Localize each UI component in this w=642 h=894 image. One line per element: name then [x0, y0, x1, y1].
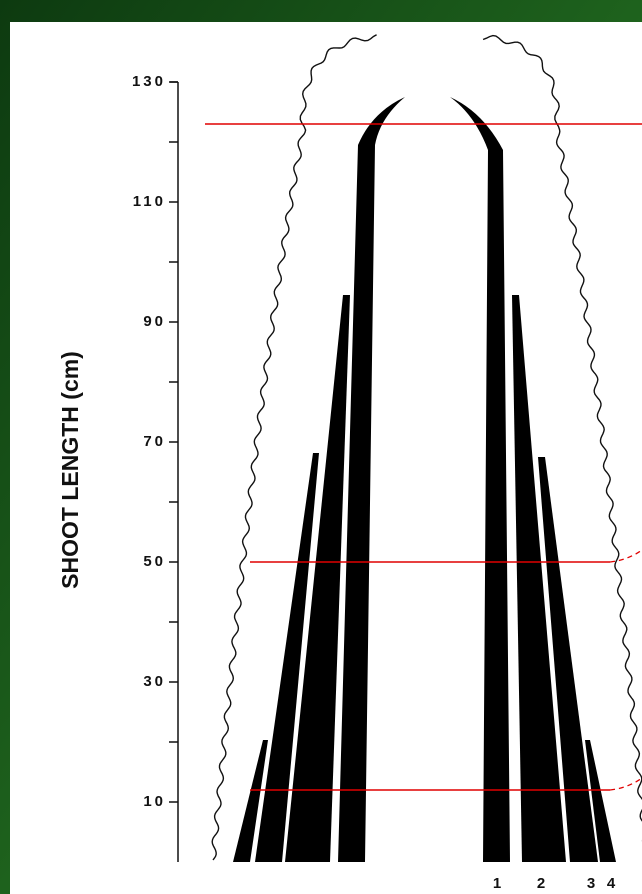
- y-tick-label: 10: [143, 793, 166, 810]
- outline-left: [211, 34, 377, 861]
- y-tick-label: 130: [132, 73, 166, 90]
- strips: [233, 97, 616, 862]
- strip-4-left: [233, 740, 268, 862]
- y-tick-label: 50: [143, 553, 166, 570]
- y-axis-label: SHOOT LENGTH (cm): [57, 351, 83, 589]
- y-tick-label: 110: [133, 193, 166, 210]
- leaf-label: 1: [493, 875, 501, 892]
- reference-dash: [609, 777, 642, 791]
- strip-1-right: [450, 97, 510, 862]
- strip-1-left: [338, 97, 405, 862]
- strip-3-left: [255, 453, 319, 862]
- strip-2-left: [285, 295, 350, 862]
- strip-4-right: [585, 740, 616, 862]
- strip-3-right: [538, 457, 598, 862]
- leaf-label: 2: [537, 875, 545, 892]
- y-tick-label: 70: [143, 433, 166, 450]
- outline-right: [482, 34, 642, 843]
- leaf-label: 4: [607, 875, 616, 892]
- y-tick-label: 90: [143, 313, 166, 330]
- reference-dash: [609, 549, 642, 563]
- strip-2-right: [512, 295, 566, 862]
- y-tick-label: 30: [143, 673, 166, 690]
- leaf-label: 3: [587, 875, 595, 892]
